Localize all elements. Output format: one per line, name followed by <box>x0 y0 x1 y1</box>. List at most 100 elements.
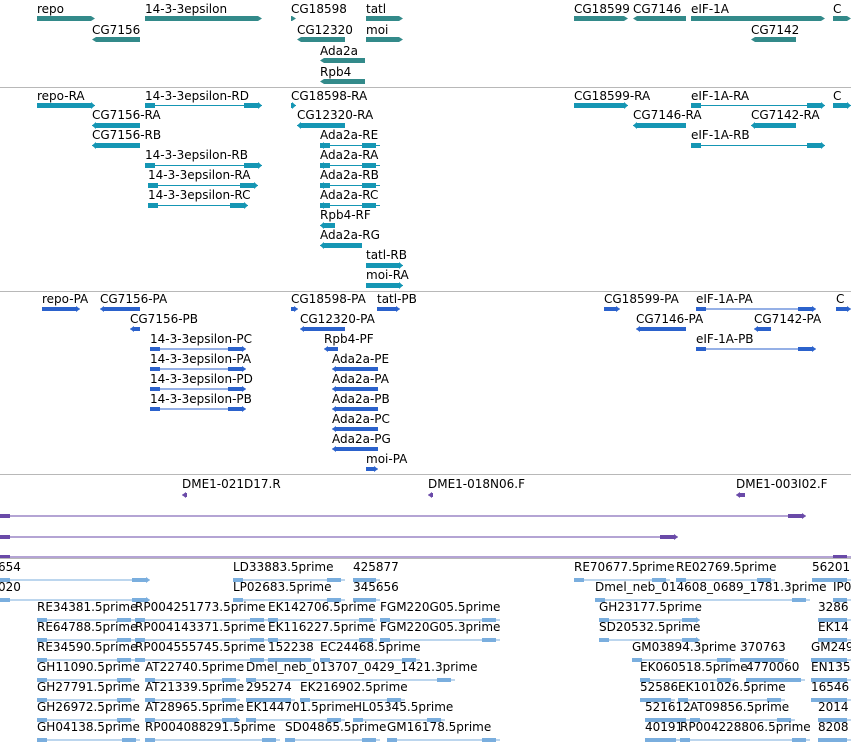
protein-feature-label[interactable]: C <box>836 292 845 306</box>
est-feature-glyph[interactable] <box>353 577 380 583</box>
est-feature-label[interactable]: GM16178.5prime <box>387 720 492 734</box>
transcript-feature-glyph[interactable] <box>145 102 262 109</box>
est-feature-label[interactable]: 8208 <box>818 720 849 734</box>
transcript-feature-label[interactable]: 14-3-3epsilon-RA <box>148 168 251 182</box>
transcript-feature-label[interactable]: CG7146-RA <box>633 108 702 122</box>
gene-feature-glyph[interactable] <box>366 15 403 22</box>
gene-feature-glyph[interactable] <box>92 36 140 43</box>
transcript-feature-label[interactable]: 14-3-3epsilon-RD <box>145 89 249 103</box>
est-feature-glyph[interactable] <box>233 597 345 603</box>
transcript-feature-label[interactable]: CG18599-RA <box>574 89 651 103</box>
protein-feature-label[interactable]: CG12320-PA <box>300 312 375 326</box>
est-feature-label[interactable]: GH11090.5prime <box>37 660 140 674</box>
est-feature-label[interactable]: Dmel_neb_014608_0689_1781.3prime <box>595 580 827 594</box>
est-feature-glyph[interactable] <box>246 717 345 723</box>
transcript-feature-label[interactable]: CG7156-RB <box>92 128 162 142</box>
transcript-feature-glyph[interactable] <box>366 262 403 269</box>
est-feature-label[interactable]: RP004143371.5prime <box>135 620 266 634</box>
clone-feature-glyph[interactable] <box>0 534 678 540</box>
transcript-feature-label[interactable]: Ada2a-RE <box>320 128 379 142</box>
transcript-feature-label[interactable]: CG12320-RA <box>297 108 374 122</box>
est-feature-glyph[interactable] <box>811 657 851 663</box>
est-feature-label[interactable]: FGM220G05.3prime <box>380 620 501 634</box>
est-feature-glyph[interactable] <box>574 577 670 583</box>
protein-feature-glyph[interactable] <box>696 346 816 352</box>
protein-feature-glyph[interactable] <box>754 326 771 332</box>
protein-feature-label[interactable]: CG7146-PA <box>636 312 704 326</box>
est-feature-label[interactable]: SD20532.5prime <box>599 620 701 634</box>
protein-feature-label[interactable]: moi-PA <box>366 452 408 466</box>
est-feature-glyph[interactable] <box>145 697 240 703</box>
protein-feature-label[interactable]: 14-3-3epsilon-PC <box>150 332 253 346</box>
est-feature-glyph[interactable] <box>746 677 805 683</box>
clone-feature-glyph[interactable] <box>0 554 851 560</box>
est-feature-label[interactable]: GH04138.5prime <box>37 720 140 734</box>
transcript-feature-label[interactable]: repo-RA <box>37 89 85 103</box>
gene-feature-glyph[interactable] <box>366 36 403 43</box>
gene-feature-label[interactable]: CG12320 <box>297 23 353 37</box>
est-feature-glyph[interactable] <box>135 617 268 623</box>
protein-feature-label[interactable]: 14-3-3epsilon-PB <box>150 392 252 406</box>
est-feature-label[interactable]: 345656 <box>353 580 399 594</box>
gene-feature-glyph[interactable] <box>320 78 365 85</box>
est-feature-glyph[interactable] <box>268 657 315 663</box>
est-feature-glyph[interactable] <box>246 677 455 683</box>
est-feature-glyph[interactable] <box>740 657 788 663</box>
protein-feature-label[interactable]: CG7142-PA <box>754 312 822 326</box>
gene-feature-label[interactable]: Rpb4 <box>320 65 352 79</box>
est-feature-glyph[interactable] <box>380 617 500 623</box>
clone-feature-label[interactable]: DME1-018N06.F <box>428 477 526 491</box>
est-feature-glyph[interactable] <box>833 597 851 603</box>
protein-feature-glyph[interactable] <box>42 306 80 312</box>
est-feature-label[interactable]: 020 <box>0 580 21 594</box>
transcript-feature-glyph[interactable] <box>145 162 262 169</box>
est-feature-glyph[interactable] <box>595 597 810 603</box>
transcript-feature-glyph[interactable] <box>92 122 140 129</box>
transcript-feature-label[interactable]: Ada2a-RG <box>320 228 380 242</box>
est-feature-label[interactable]: 370763 <box>740 640 786 654</box>
transcript-feature-glyph[interactable] <box>320 202 380 209</box>
gene-feature-label[interactable]: Ada2a <box>320 44 358 58</box>
transcript-feature-glyph[interactable] <box>320 242 362 249</box>
est-feature-glyph[interactable] <box>145 677 240 683</box>
protein-feature-label[interactable]: tatl-PB <box>377 292 417 306</box>
gene-feature-label[interactable]: C <box>833 2 842 16</box>
protein-feature-label[interactable]: repo-PA <box>42 292 89 306</box>
est-feature-label[interactable]: SD04865.5prime <box>285 720 387 734</box>
transcript-feature-label[interactable]: CG7156-RA <box>92 108 161 122</box>
protein-feature-glyph[interactable] <box>332 446 378 452</box>
est-feature-glyph[interactable] <box>0 577 150 583</box>
est-feature-glyph[interactable] <box>37 657 135 663</box>
est-feature-label[interactable]: EK142706.5prime <box>268 600 376 614</box>
est-feature-glyph[interactable] <box>818 617 851 623</box>
est-feature-label[interactable]: AT22740.5prime <box>145 660 245 674</box>
protein-feature-glyph[interactable] <box>130 326 140 332</box>
est-feature-glyph[interactable] <box>37 677 135 683</box>
est-feature-label[interactable]: EK060518.5prime <box>640 660 748 674</box>
transcript-feature-glyph[interactable] <box>148 182 258 189</box>
est-feature-glyph[interactable] <box>268 617 377 623</box>
est-feature-glyph[interactable] <box>818 737 851 743</box>
est-feature-label[interactable]: RE02769.5prime <box>676 560 777 574</box>
gene-feature-glyph[interactable] <box>633 15 686 22</box>
est-feature-glyph[interactable] <box>811 677 851 683</box>
est-feature-label[interactable]: 2014 <box>818 700 849 714</box>
gene-feature-label[interactable]: tatl <box>366 2 387 16</box>
protein-feature-glyph[interactable] <box>150 346 246 352</box>
protein-feature-label[interactable]: Ada2a-PG <box>332 432 391 446</box>
est-feature-glyph[interactable] <box>818 637 851 643</box>
est-feature-label[interactable]: EC24468.5prime <box>320 640 421 654</box>
est-feature-glyph[interactable] <box>640 697 675 703</box>
transcript-feature-glyph[interactable] <box>320 162 380 169</box>
protein-feature-label[interactable]: Ada2a-PC <box>332 412 390 426</box>
transcript-feature-label[interactable]: 14-3-3epsilon-RC <box>148 188 251 202</box>
est-feature-label[interactable]: 295274 <box>246 680 292 694</box>
est-feature-glyph[interactable] <box>135 637 268 643</box>
est-feature-label[interactable]: 152238 <box>268 640 314 654</box>
est-feature-glyph[interactable] <box>353 717 445 723</box>
est-feature-glyph[interactable] <box>246 697 295 703</box>
transcript-feature-glyph[interactable] <box>291 102 296 109</box>
gene-feature-glyph[interactable] <box>574 15 628 22</box>
clone-feature-glyph[interactable] <box>736 492 745 498</box>
gene-feature-label[interactable]: repo <box>37 2 65 16</box>
